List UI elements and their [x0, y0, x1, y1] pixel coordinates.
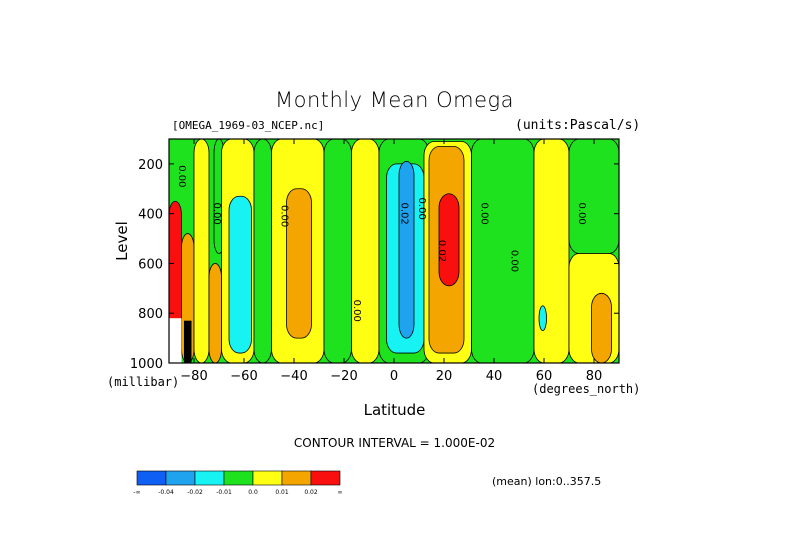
colorbar-swatch [310, 470, 341, 486]
colorbar-label: 0.01 [275, 489, 289, 496]
colorbar: -∞ -0.04 -0.02 -0.01 0.0 0.01 0.02 ∞ [133, 470, 343, 496]
contour-region [471, 138, 535, 364]
contour-value-label: 0.00 [576, 203, 587, 225]
colorbar-swatch [252, 470, 283, 486]
contour-region [323, 138, 352, 364]
colorbar-swatch [223, 470, 254, 486]
colorbar-label: -0.02 [187, 489, 203, 496]
x-tick-label: −40 [280, 369, 307, 384]
chart-title: Monthly Mean Omega [274, 88, 515, 112]
x-axis-label: Latitude [363, 401, 426, 419]
x-tick-label: 0 [390, 369, 398, 384]
contour-region [351, 138, 380, 364]
colorbar-swatch [136, 470, 167, 486]
contour-region [533, 138, 570, 364]
x-tick-label: −80 [180, 369, 207, 384]
colorbar-label: -0.04 [158, 489, 174, 496]
y-axis-unit: (millibar) [107, 375, 180, 389]
terrain-mask [184, 320, 192, 363]
colorbar-swatch [165, 470, 196, 486]
contour-region [228, 195, 252, 354]
contour-interval-label: CONTOUR INTERVAL = 1.000E-02 [293, 436, 496, 450]
contour-value-label: 0.00 [279, 205, 290, 227]
x-tick-label: −20 [330, 369, 357, 384]
y-tick-label: 400 [138, 208, 163, 223]
y-tick-label: 800 [138, 307, 163, 322]
contour-region [208, 263, 222, 364]
mean-note: (mean) lon:0..357.5 [492, 475, 602, 488]
contour-value-label: 0.00 [509, 250, 520, 272]
y-tick-label: 1000 [130, 357, 163, 372]
colorbar-label: 0.02 [304, 489, 318, 496]
x-tick-label: 40 [486, 369, 503, 384]
colorbar-label: -∞ [133, 489, 140, 496]
colorbar-swatch [194, 470, 225, 486]
x-tick-label: 80 [586, 369, 603, 384]
contour-value-label: 0.02 [399, 203, 410, 225]
contour-value-label: 0.00 [211, 203, 222, 225]
missing-data-region [169, 318, 182, 363]
contour-value-label: 0.00 [351, 300, 362, 322]
contour-region [591, 292, 612, 364]
plot-area: 0.00 0.00 0.00 0.00 0.02 0.00 0.02 0.00 0.00 0.00… [130, 138, 620, 384]
contour-region [438, 193, 460, 287]
x-tick-label: −60 [230, 369, 257, 384]
colorbar-swatch [281, 470, 312, 486]
y-tick-label: 600 [138, 257, 163, 272]
y-tick-label: 200 [138, 158, 163, 173]
contour-region [398, 160, 415, 339]
x-tick-label: 60 [536, 369, 553, 384]
contour-region [286, 188, 312, 339]
contour-value-label: 0.00 [416, 198, 427, 220]
contour-region [193, 138, 210, 364]
colorbar-label: ∞ [338, 489, 343, 496]
file-label: [OMEGA_1969-03_NCEP.nc] [172, 119, 325, 132]
contour-region [538, 305, 547, 332]
contour-value-label: 0.02 [436, 240, 447, 262]
colorbar-label: 0.0 [248, 489, 258, 496]
contour-region [568, 138, 620, 254]
contour-value-label: 0.00 [176, 165, 187, 187]
x-tick-label: 20 [436, 369, 453, 384]
colorbar-label: -0.01 [216, 489, 232, 496]
contour-region [253, 138, 272, 364]
x-axis-unit: (degrees_north) [532, 382, 641, 396]
contour-value-label: 0.00 [479, 203, 490, 225]
units-label: (units:Pascal/s) [515, 118, 641, 133]
